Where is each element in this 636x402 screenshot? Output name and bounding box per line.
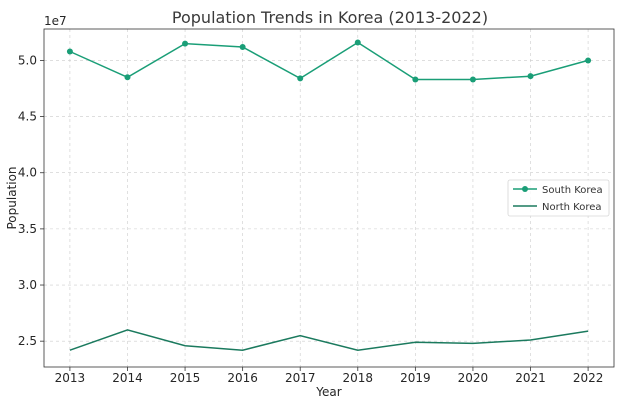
data-point-south-korea [527, 73, 534, 80]
y-tick-label: 4.5 [18, 110, 37, 124]
y-offset-label: 1e7 [44, 14, 67, 28]
data-point-south-korea [182, 40, 189, 47]
y-tick-label: 5.0 [18, 53, 37, 67]
x-tick-label: 2020 [458, 371, 489, 385]
y-axis-title: Population [5, 166, 19, 229]
y-tick-label: 3.5 [18, 222, 37, 236]
x-axis-title: Year [315, 385, 341, 399]
x-tick-label: 2018 [343, 371, 374, 385]
series-layer [66, 39, 592, 351]
series-line-south-korea [69, 41, 589, 81]
chart-title: Population Trends in Korea (2013-2022) [172, 8, 488, 27]
legend-label-north-korea: North Korea [542, 202, 602, 213]
legend: South Korea North Korea [507, 179, 610, 217]
y-axis: 2.5 3.0 3.5 4.0 4.5 5.0 [18, 53, 44, 348]
x-tick-label: 2016 [227, 371, 258, 385]
x-axis: 2013 2014 2015 2016 2017 2018 2019 2020 2021 2022 [55, 367, 604, 385]
x-tick-label: 2019 [400, 371, 431, 385]
data-point-south-korea [124, 74, 131, 81]
series-line-north-korea [69, 329, 589, 351]
x-tick-label: 2014 [112, 371, 143, 385]
y-tick-label: 4.0 [18, 166, 37, 180]
y-tick-label: 3.0 [18, 278, 37, 292]
data-point-south-korea [239, 43, 246, 50]
data-point-south-korea [412, 76, 419, 83]
x-tick-label: 2021 [515, 371, 546, 385]
x-tick-label: 2015 [170, 371, 201, 385]
x-tick-label: 2022 [573, 371, 604, 385]
data-point-south-korea [585, 57, 592, 64]
data-point-south-korea [297, 75, 304, 82]
x-tick-label: 2017 [285, 371, 316, 385]
data-point-south-korea [469, 76, 476, 83]
plot-frame [43, 28, 615, 368]
y-tick-label: 2.5 [18, 334, 37, 348]
x-tick-label: 2013 [55, 371, 86, 385]
legend-label-south-korea: South Korea [542, 185, 603, 196]
legend-marker-south-korea [522, 186, 528, 192]
data-point-south-korea [354, 39, 361, 46]
data-point-south-korea [66, 48, 73, 55]
